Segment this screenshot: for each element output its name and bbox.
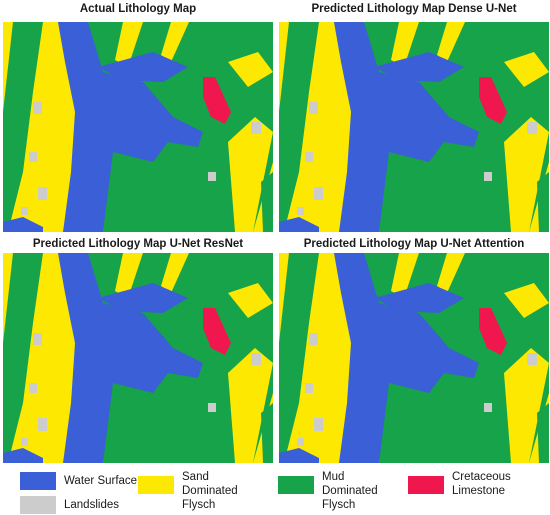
panel-title: Actual Lithology Map — [79, 3, 197, 15]
lithology-map-image — [279, 253, 549, 463]
legend-label-water: Water Surface — [64, 475, 138, 487]
panel-dense-unet: Predicted Lithology Map Dense U-Net — [279, 0, 549, 234]
legend-swatch-landslides — [20, 496, 56, 514]
legend-swatch-water — [20, 472, 56, 490]
panel-actual-lithology: Actual Lithology Map — [3, 0, 273, 234]
panel-title: Predicted Lithology Map Dense U-Net — [311, 3, 517, 15]
legend-swatch-mud — [278, 476, 314, 494]
panel-unet-resnet: Predicted Lithology Map U-Net ResNet — [3, 235, 273, 465]
legend-swatch-limestone — [408, 476, 444, 494]
lithology-map-image — [3, 253, 273, 463]
legend-label-sand: Sand Dominated Flysch — [182, 471, 238, 511]
lithology-map-image — [279, 22, 549, 232]
panel-unet-attention: Predicted Lithology Map U-Net Attention — [279, 235, 549, 465]
legend-swatch-sand — [138, 476, 174, 494]
legend-label-mud: Mud Dominated Flysch — [322, 471, 378, 511]
lithology-map-image — [3, 22, 273, 232]
legend: Water Surface Landslides Sand Dominated … — [0, 466, 550, 515]
legend-label-limestone: Cretaceous Limestone — [452, 471, 511, 497]
panel-title: Predicted Lithology Map U-Net Attention — [303, 238, 525, 250]
panel-title: Predicted Lithology Map U-Net ResNet — [32, 238, 244, 250]
legend-label-landslides: Landslides — [64, 499, 119, 511]
